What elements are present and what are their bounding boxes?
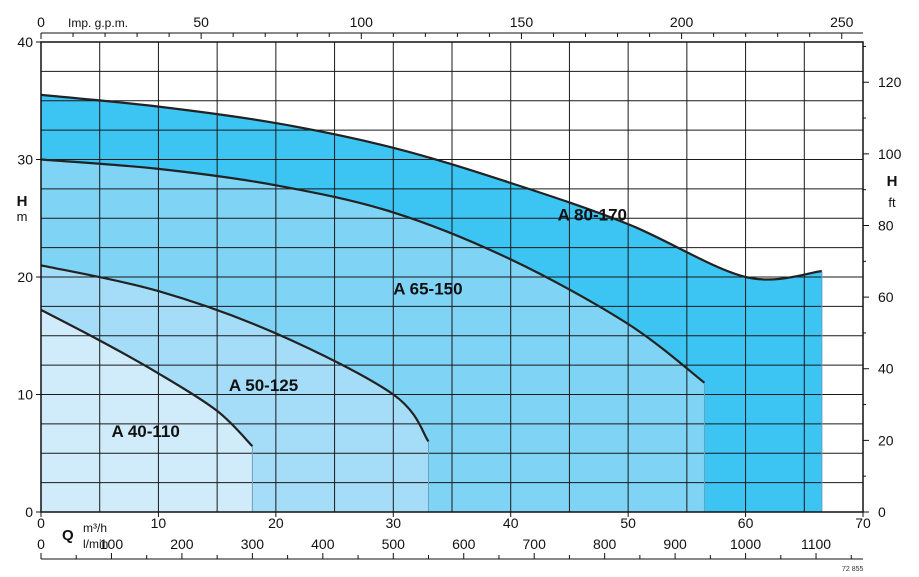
y-axis-left-title: H [17,193,28,210]
y-right-tick-label: 0 [878,504,886,520]
bottom-secondary-tick-label: 200 [170,536,194,552]
y-axis-left-unit: m [17,209,28,224]
y-axis-right-title: H [887,173,898,190]
bottom-secondary-tick-label: 0 [37,536,45,552]
y-right-tick-label: 20 [878,432,894,448]
y-right-tick-label: 80 [878,217,894,233]
top-tick-label: 0 [37,14,45,30]
bottom-secondary-tick-label: 400 [311,536,335,552]
bottom-primary-tick-label: 30 [385,515,401,531]
series-fill-a-40-110 [41,309,253,512]
top-tick-label: 100 [350,14,374,30]
grid-layer [41,42,863,512]
top-tick-label: 150 [510,14,534,30]
bottom-secondary-tick-label: 900 [663,536,687,552]
y-right-tick-label: 120 [878,74,902,90]
series-label-a-65-150: A 65-150 [393,280,462,299]
bottom-axis-unit-secondary: l/min [83,537,108,551]
bottom-secondary-tick-label: 800 [593,536,617,552]
y-right-tick-label: 100 [878,146,902,162]
bottom-secondary-tick-label: 1000 [730,536,761,552]
top-tick-label: 250 [830,14,854,30]
y-left-tick-label: 0 [25,504,33,520]
y-left-tick-label: 40 [17,34,33,50]
bottom-primary-tick-label: 70 [855,515,871,531]
series-line-a-80-170 [40,93,823,281]
curve-lines-layer [40,93,823,512]
bottom-secondary-tick-label: 100 [100,536,124,552]
y-right-tick-label: 60 [878,289,894,305]
bottom-secondary-tick-label: 600 [452,536,476,552]
y-left-tick-label: 10 [17,387,33,403]
bottom-primary-tick-label: 20 [268,515,284,531]
bottom-secondary-tick-label: 500 [382,536,406,552]
bottom-primary-tick-label: 40 [503,515,519,531]
series-line-a-65-150 [40,158,706,384]
series-label-a-80-170: A 80-170 [558,206,627,225]
y-left-tick-label: 30 [17,152,33,168]
bottom-primary-tick-label: 50 [620,515,636,531]
footnote: 72 855 [842,566,864,573]
top-tick-label: 200 [670,14,694,30]
bottom-secondary-tick-label: 700 [523,536,547,552]
bottom-secondary-tick-label: 300 [241,536,265,552]
bottom-axis-unit-primary: m³/h [83,521,107,535]
y-left-tick-label: 20 [17,269,33,285]
y-axis-right-unit: ft [888,195,896,210]
q-label: Q [62,527,74,544]
series-label-a-40-110: A 40-110 [111,422,179,441]
series-label-a-50-125: A 50-125 [229,376,298,395]
bottom-primary-tick-label: 10 [151,515,167,531]
series-line-a-40-110 [40,308,254,447]
top-tick-label: 50 [193,14,209,30]
bottom-primary-tick-label: 60 [738,515,754,531]
y-right-tick-label: 40 [878,361,894,377]
bottom-secondary-tick-label: 1100 [801,536,831,552]
series-line-a-50-125 [40,264,430,443]
series-labels-layer: A 80-170 A 65-150 A 50-125 A 40-110 [111,206,627,441]
bottom-primary-tick-label: 0 [37,515,45,531]
top-axis-unit: Imp. g.p.m. [68,16,128,30]
